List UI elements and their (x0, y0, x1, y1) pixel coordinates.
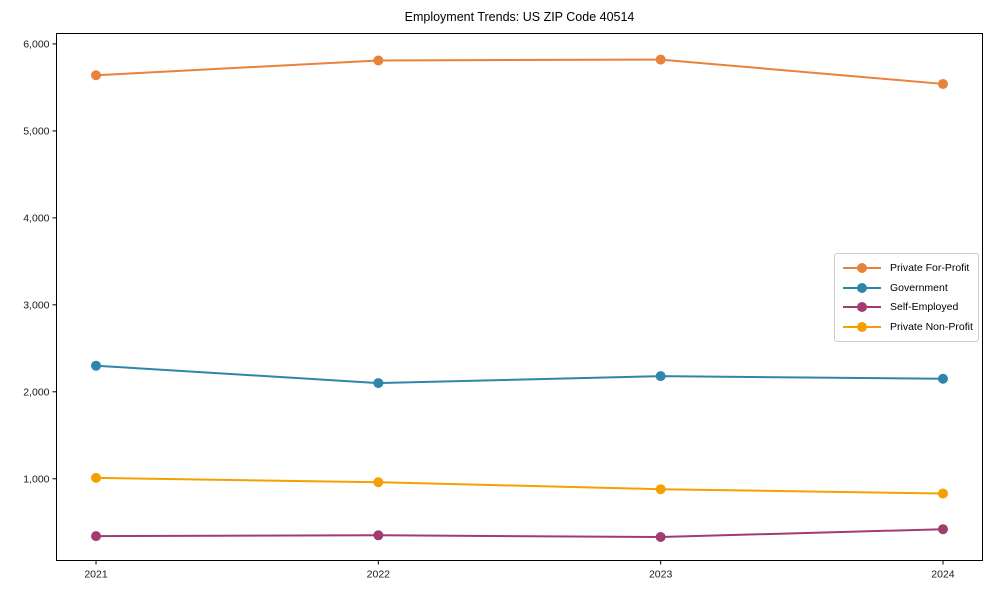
legend-line-marker-icon (843, 302, 881, 313)
y-axis-tick-label: 1,000 (23, 473, 49, 485)
legend-label: Self-Employed (890, 301, 959, 314)
data-point-self-employed (937, 524, 948, 535)
series-line-private-for-profit (95, 58, 944, 85)
data-point-private-non-profit (937, 488, 948, 499)
data-point-self-employed (373, 530, 384, 541)
series-line-government (95, 364, 943, 385)
x-axis-tick-label: 2021 (84, 569, 108, 581)
data-point-private-for-profit (655, 54, 666, 65)
series-line-private-non-profit (96, 476, 943, 495)
legend-item-government: Government (842, 278, 972, 298)
legend-line-marker-icon (843, 322, 881, 333)
legend-label: Private For-Profit (890, 261, 970, 274)
data-point-government (373, 378, 384, 389)
data-point-private-for-profit (373, 55, 384, 66)
x-axis-tick-label: 2024 (931, 569, 955, 581)
data-point-government (91, 360, 102, 371)
y-axis-tick-label: 2,000 (23, 386, 49, 398)
legend-label: Private Non-Profit (890, 321, 973, 334)
y-axis-tick-label: 4,000 (23, 212, 49, 224)
series-line-self-employed (96, 528, 944, 539)
data-point-government (937, 373, 948, 384)
chart-title: Employment Trends: US ZIP Code 40514 (404, 10, 635, 24)
data-point-self-employed (655, 532, 666, 543)
data-point-private-non-profit (91, 472, 102, 483)
data-point-self-employed (91, 531, 102, 542)
legend-line-marker-icon (843, 262, 881, 273)
data-point-government (655, 371, 666, 382)
x-axis-tick-label: 2022 (367, 569, 391, 581)
legend-line-marker-icon (843, 282, 881, 293)
x-axis-tick-label: 2023 (649, 569, 673, 581)
y-axis-tick-label: 3,000 (23, 299, 49, 311)
legend-item-private-non-profit: Private Non-Profit (842, 317, 973, 337)
axes-frame (56, 33, 983, 561)
data-point-private-non-profit (373, 477, 384, 488)
legend-label: Government (890, 281, 948, 294)
legend-item-self-employed: Self-Employed (842, 298, 972, 318)
y-axis-tick-label: 6,000 (23, 38, 49, 50)
legend-item-private-for-profit: Private For-Profit (842, 258, 972, 278)
data-point-private-for-profit (937, 78, 948, 89)
y-axis-tick-label: 5,000 (23, 125, 49, 137)
data-point-private-for-profit (91, 70, 102, 81)
legend: Private For-Profit Government Self-Emplo… (834, 253, 979, 342)
data-point-private-non-profit (655, 484, 666, 495)
